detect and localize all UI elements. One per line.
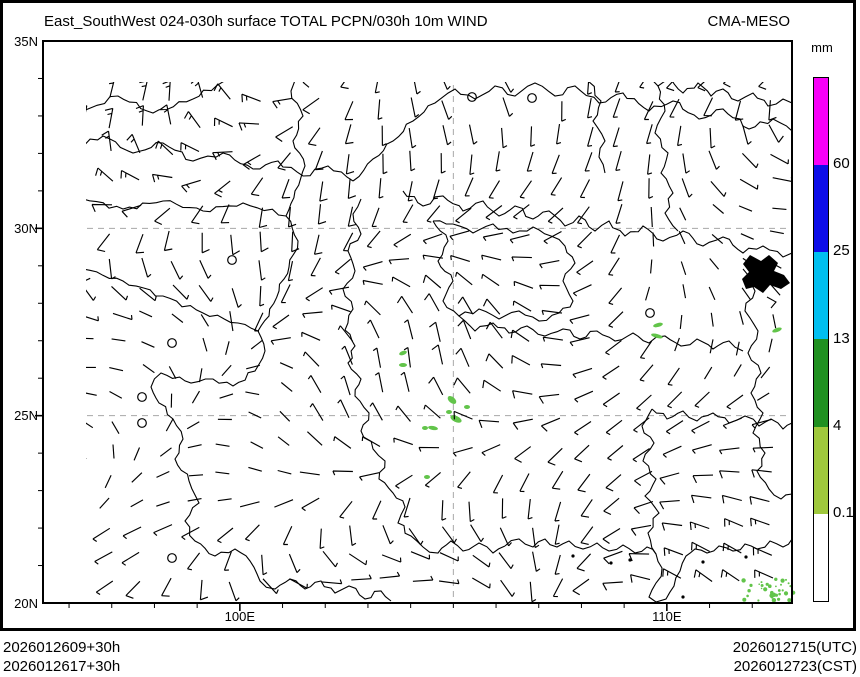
axis-ticks [35, 77, 753, 611]
lat-tick-label: 25N [14, 408, 38, 424]
calm-wind-circle [467, 92, 477, 102]
colorbar-segment [814, 252, 828, 340]
calm-wind-circle [526, 69, 535, 78]
colorbar-segment [814, 513, 828, 601]
islet [701, 560, 705, 564]
precip-shading [399, 322, 796, 603]
colorbar-tick-label: 4 [833, 416, 842, 434]
lat-tick-label: 20N [14, 595, 38, 611]
calm-wind-circle [645, 308, 655, 318]
colorbar-segment [814, 78, 828, 166]
plot-frame [0, 0, 856, 631]
lat-tick-label: 35N [14, 33, 38, 49]
lon-tick-label: 110E [652, 609, 682, 624]
colorbar-unit-label: mm [811, 40, 833, 55]
islet [571, 554, 575, 558]
calm-wind-circle [468, 68, 477, 77]
colorbar-segment [814, 339, 828, 427]
calm-wind-circle [167, 338, 177, 348]
map-border [42, 40, 793, 604]
lon-tick-label: 100E [224, 609, 256, 624]
colorbar-tick-label: 25 [833, 242, 850, 260]
calm-wind-circle [137, 392, 147, 402]
gridlines [86, 82, 792, 603]
colorbar-segment [814, 426, 828, 514]
geography [86, 82, 793, 603]
valid-time-utc-label: 2026012715(UTC) [732, 639, 857, 656]
colorbar-tick-label: 0.1 [833, 503, 854, 521]
colorbar-segment [814, 165, 828, 253]
calm-wind-circle [468, 42, 477, 51]
calm-wind-circle [498, 42, 507, 51]
chart-title: East_SouthWest 024-030h surface TOTAL PC… [44, 13, 488, 30]
model-name-label: CMA-MESO [707, 13, 791, 30]
calm-wind-circle [167, 553, 177, 563]
init-time-utc-label: 2026012609+30h [3, 639, 121, 656]
calm-wind-circle [527, 93, 537, 103]
colorbar [813, 77, 829, 602]
dongting-lake [742, 255, 790, 293]
valid-time-cst-label: 2026012723(CST) [733, 658, 857, 675]
islet [681, 595, 685, 599]
wind-barbs [86, 82, 793, 603]
map-layers [45, 42, 796, 603]
colorbar-tick-label: 13 [833, 329, 850, 347]
islet [744, 555, 748, 559]
calm-wind-circle [556, 69, 565, 78]
islet [609, 561, 613, 565]
calm-wind-circle [227, 255, 237, 265]
islet [628, 558, 632, 562]
colorbar-tick-label: 60 [833, 155, 850, 173]
calm-wind-circle [616, 42, 625, 51]
calm-wind-circle [45, 176, 54, 185]
init-time-cst-label: 2026012617+30h [3, 658, 121, 675]
calm-wind-circle [137, 418, 147, 428]
calm-wind-circle [528, 42, 537, 51]
lat-tick-label: 30N [14, 220, 38, 236]
